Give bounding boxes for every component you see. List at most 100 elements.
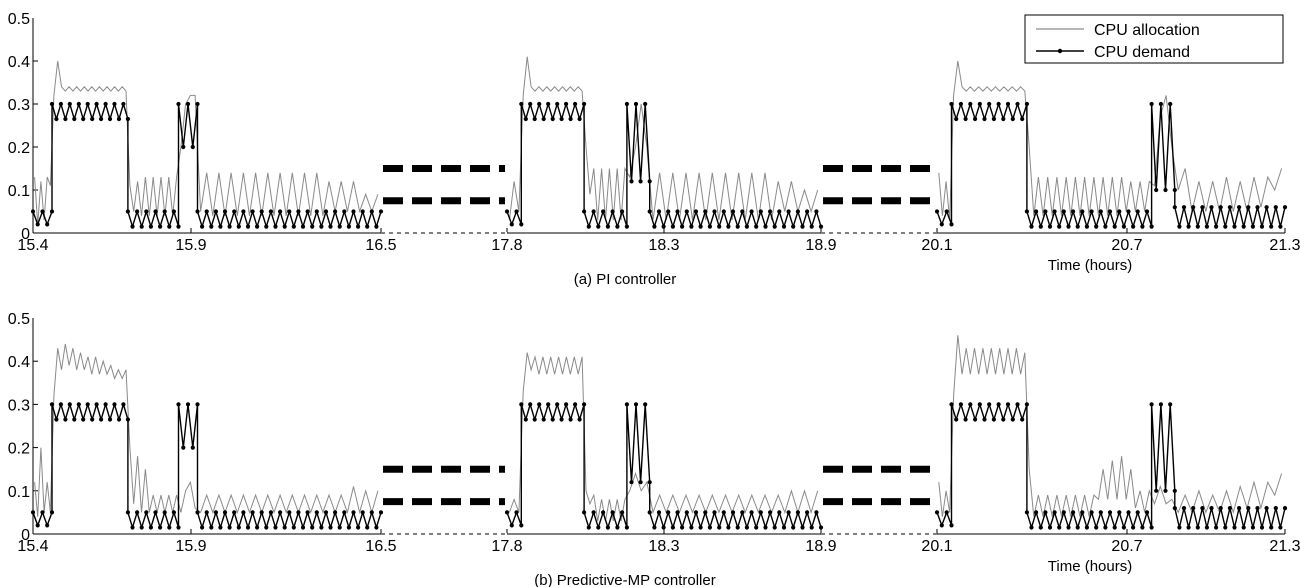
cpu-demand-point: [1024, 510, 1029, 515]
cpu-demand-point: [523, 116, 528, 122]
cpu-demand-point: [374, 525, 379, 530]
cpu-demand-point: [1149, 402, 1154, 407]
x-axis-label: Time (hours): [1048, 558, 1132, 575]
cpu-demand-point: [130, 525, 135, 530]
cpu-demand-point: [107, 417, 113, 422]
cpu-demand-point: [652, 525, 657, 530]
cpu-demand-point: [1117, 209, 1122, 214]
cpu-demand-point: [1001, 417, 1006, 422]
x-tick-label: 16.5: [365, 538, 396, 555]
cpu-demand-point: [1066, 525, 1071, 530]
cpu-demand-point: [1186, 224, 1191, 229]
cpu-demand-point: [218, 224, 223, 229]
cpu-demand-point: [1024, 101, 1029, 107]
cpu-demand-point: [586, 525, 591, 530]
cpu-demand-point: [209, 525, 214, 530]
cpu-demand-point: [130, 224, 135, 229]
cpu-demand-point: [963, 116, 968, 122]
cpu-demand-point: [758, 209, 763, 214]
cpu-demand-point: [809, 224, 814, 229]
cpu-demand-point: [698, 224, 703, 229]
cpu-demand-point: [35, 222, 40, 227]
cpu-demand-point: [268, 209, 273, 214]
cpu-demand-point: [573, 101, 578, 107]
cpu-demand-point: [624, 101, 630, 107]
cpu-demand-point: [1149, 101, 1154, 107]
cpu-demand-point: [684, 209, 689, 214]
cpu-demand-point: [85, 402, 90, 407]
cpu-demand-point: [1034, 209, 1039, 214]
cpu-demand-point: [1103, 224, 1108, 229]
cpu-demand-point: [185, 101, 191, 107]
cpu-demand-point: [805, 209, 810, 214]
cpu-demand-point: [1269, 224, 1274, 229]
cpu-demand-point: [661, 525, 666, 530]
x-tick-label: 21.3: [1269, 538, 1300, 555]
cpu-demand-point: [1098, 209, 1103, 214]
cpu-demand-point: [934, 209, 940, 214]
cpu-demand-point: [698, 525, 703, 530]
cpu-demand-point: [1172, 506, 1177, 511]
cpu-demand-point: [218, 525, 223, 530]
legend-demand-label: CPU demand: [1094, 44, 1190, 61]
cpu-demand-point: [1149, 224, 1154, 229]
cpu-demand-point: [1052, 209, 1057, 214]
y-tick-label: 0.2: [8, 140, 30, 157]
cpu-demand-point: [103, 402, 108, 407]
cpu-demand-point: [125, 417, 130, 422]
cpu-demand-point: [1237, 205, 1242, 210]
cpu-demand-point: [605, 525, 611, 530]
cpu-demand-point: [328, 224, 333, 229]
cpu-demand-point: [112, 101, 117, 107]
cpu-demand-point: [241, 209, 246, 214]
cpu-demand-point: [171, 209, 176, 214]
cpu-demand-point: [596, 525, 601, 530]
cpu-demand-point: [296, 510, 301, 515]
cpu-demand-point: [1149, 525, 1154, 530]
cpu-demand-point: [1052, 510, 1057, 515]
cpu-demand-point: [666, 510, 671, 515]
cpu-demand-point: [227, 224, 232, 229]
cpu-demand-point: [287, 510, 292, 515]
cpu-demand-point: [1029, 224, 1034, 229]
cpu-demand-point: [365, 224, 370, 229]
cpu-demand-point: [610, 209, 615, 214]
y-tick-label: 0.3: [8, 97, 30, 114]
cpu-demand-point: [610, 510, 615, 515]
cpu-demand-point: [116, 116, 122, 122]
cpu-demand-point: [1005, 402, 1011, 407]
cpu-demand-point: [504, 209, 510, 214]
cpu-allocation-line: [508, 352, 819, 522]
cpu-demand-point: [135, 510, 140, 515]
cpu-demand-point: [45, 523, 50, 528]
cpu-demand-point: [125, 116, 130, 122]
cpu-demand-point: [559, 116, 564, 122]
cpu-demand-point: [675, 209, 680, 214]
cpu-demand-point: [1015, 101, 1020, 107]
cpu-demand-point: [1200, 205, 1205, 210]
legend-allocation-label: CPU allocation: [1094, 22, 1200, 39]
cpu-demand-line: [936, 101, 1286, 230]
cpu-demand-point: [135, 209, 140, 214]
cpu-demand-point: [703, 510, 708, 515]
cpu-demand-point: [735, 224, 740, 229]
cpu-demand-point: [1154, 187, 1159, 193]
cpu-demand-point: [717, 525, 722, 530]
cpu-demand-point: [555, 101, 560, 107]
cpu-demand-point: [190, 445, 195, 450]
cpu-demand-point: [689, 224, 694, 229]
cpu-demand-point: [523, 417, 528, 422]
cpu-demand-point: [633, 101, 639, 107]
cpu-demand-point: [176, 101, 181, 107]
cpu-demand-point: [54, 116, 59, 122]
cpu-demand-point: [977, 402, 982, 407]
cpu-demand-point: [666, 209, 671, 214]
cpu-demand-point: [1186, 525, 1191, 530]
cpu-demand-point: [772, 525, 777, 530]
cpu-demand-point: [1144, 209, 1150, 214]
panel-title: (b) Predictive-MP controller: [534, 572, 715, 587]
cpu-demand-point: [360, 510, 365, 515]
cpu-demand-point: [1043, 510, 1048, 515]
cpu-demand-point: [591, 209, 596, 214]
cpu-demand-point: [954, 116, 959, 122]
